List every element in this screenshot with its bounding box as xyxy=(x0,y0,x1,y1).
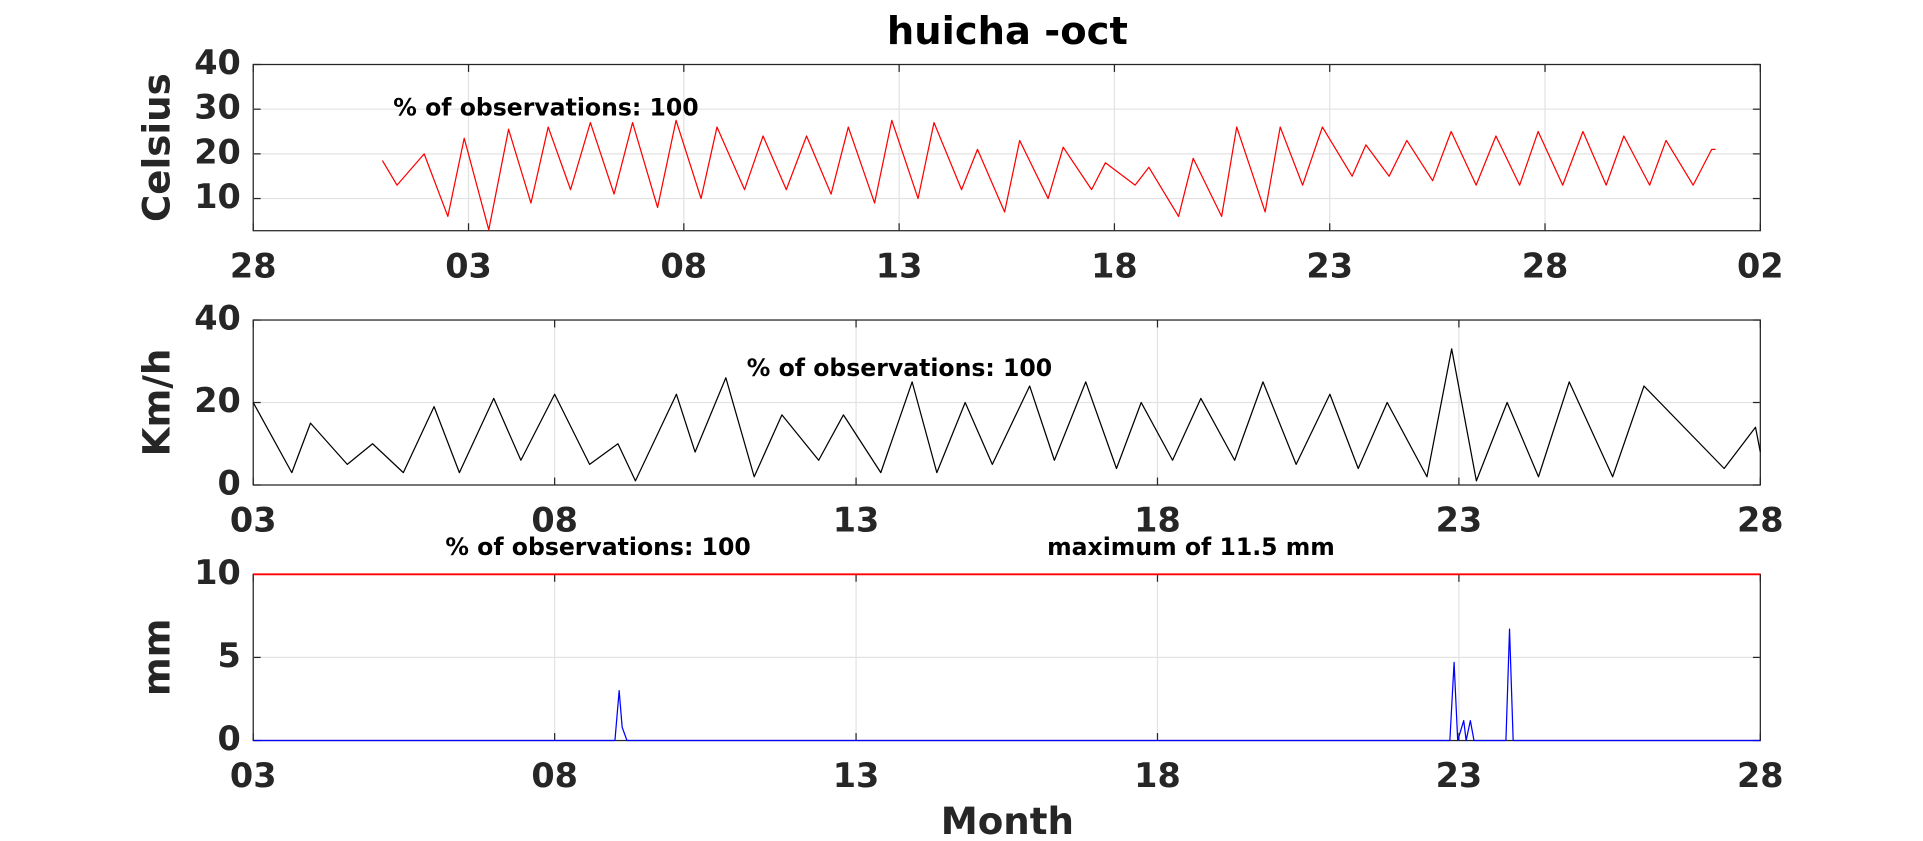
y-tick-label: 20 xyxy=(194,132,241,171)
y-axis-label: Celsius xyxy=(134,73,178,222)
annotation: % of observations: 100 xyxy=(393,94,698,122)
plot-area xyxy=(253,64,1761,231)
plot-frame xyxy=(252,63,1761,232)
y-tick-label: 40 xyxy=(194,43,241,82)
y-tick-label: 0 xyxy=(218,719,241,758)
annotation: maximum of 11.5 mm xyxy=(1047,533,1335,561)
x-tick-label: 08 xyxy=(531,501,578,540)
data-line xyxy=(253,628,1761,742)
y-tick-label: 10 xyxy=(194,553,241,592)
annotation: % of observations: 100 xyxy=(445,533,750,561)
x-tick-label: 03 xyxy=(230,756,277,795)
x-tick-label: 13 xyxy=(876,246,923,285)
x-tick-label: 28 xyxy=(230,246,277,285)
x-tick-label: 23 xyxy=(1306,246,1353,285)
y-tick-label: 5 xyxy=(218,636,241,675)
x-tick-label: 18 xyxy=(1134,756,1181,795)
y-tick-label: 30 xyxy=(194,88,241,127)
x-tick-label: 13 xyxy=(833,501,880,540)
annotation: % of observations: 100 xyxy=(747,354,1052,382)
x-tick-label: 28 xyxy=(1737,756,1784,795)
y-tick-label: 20 xyxy=(194,381,241,420)
chart-title: huicha -oct xyxy=(887,9,1128,54)
x-tick-label: 23 xyxy=(1436,501,1483,540)
data-line xyxy=(252,348,1761,482)
x-tick-label: 03 xyxy=(230,501,277,540)
y-axis-label: mm xyxy=(134,619,178,697)
x-tick-label: 08 xyxy=(531,756,578,795)
x-tick-label: 28 xyxy=(1522,246,1569,285)
x-tick-label: 23 xyxy=(1436,756,1483,795)
y-tick-label: 10 xyxy=(194,177,241,216)
x-tick-label: 13 xyxy=(833,756,880,795)
y-tick-label: 0 xyxy=(218,464,241,503)
y-tick-label: 40 xyxy=(194,299,241,338)
x-tick-label: 02 xyxy=(1737,246,1784,285)
x-axis-label: Month xyxy=(941,799,1074,841)
y-axis-label: Km/h xyxy=(134,349,178,457)
x-tick-label: 28 xyxy=(1737,501,1784,540)
x-tick-label: 03 xyxy=(445,246,492,285)
x-tick-label: 18 xyxy=(1134,501,1181,540)
x-tick-label: 18 xyxy=(1091,246,1138,285)
data-line xyxy=(381,119,1716,231)
x-tick-label: 08 xyxy=(661,246,708,285)
